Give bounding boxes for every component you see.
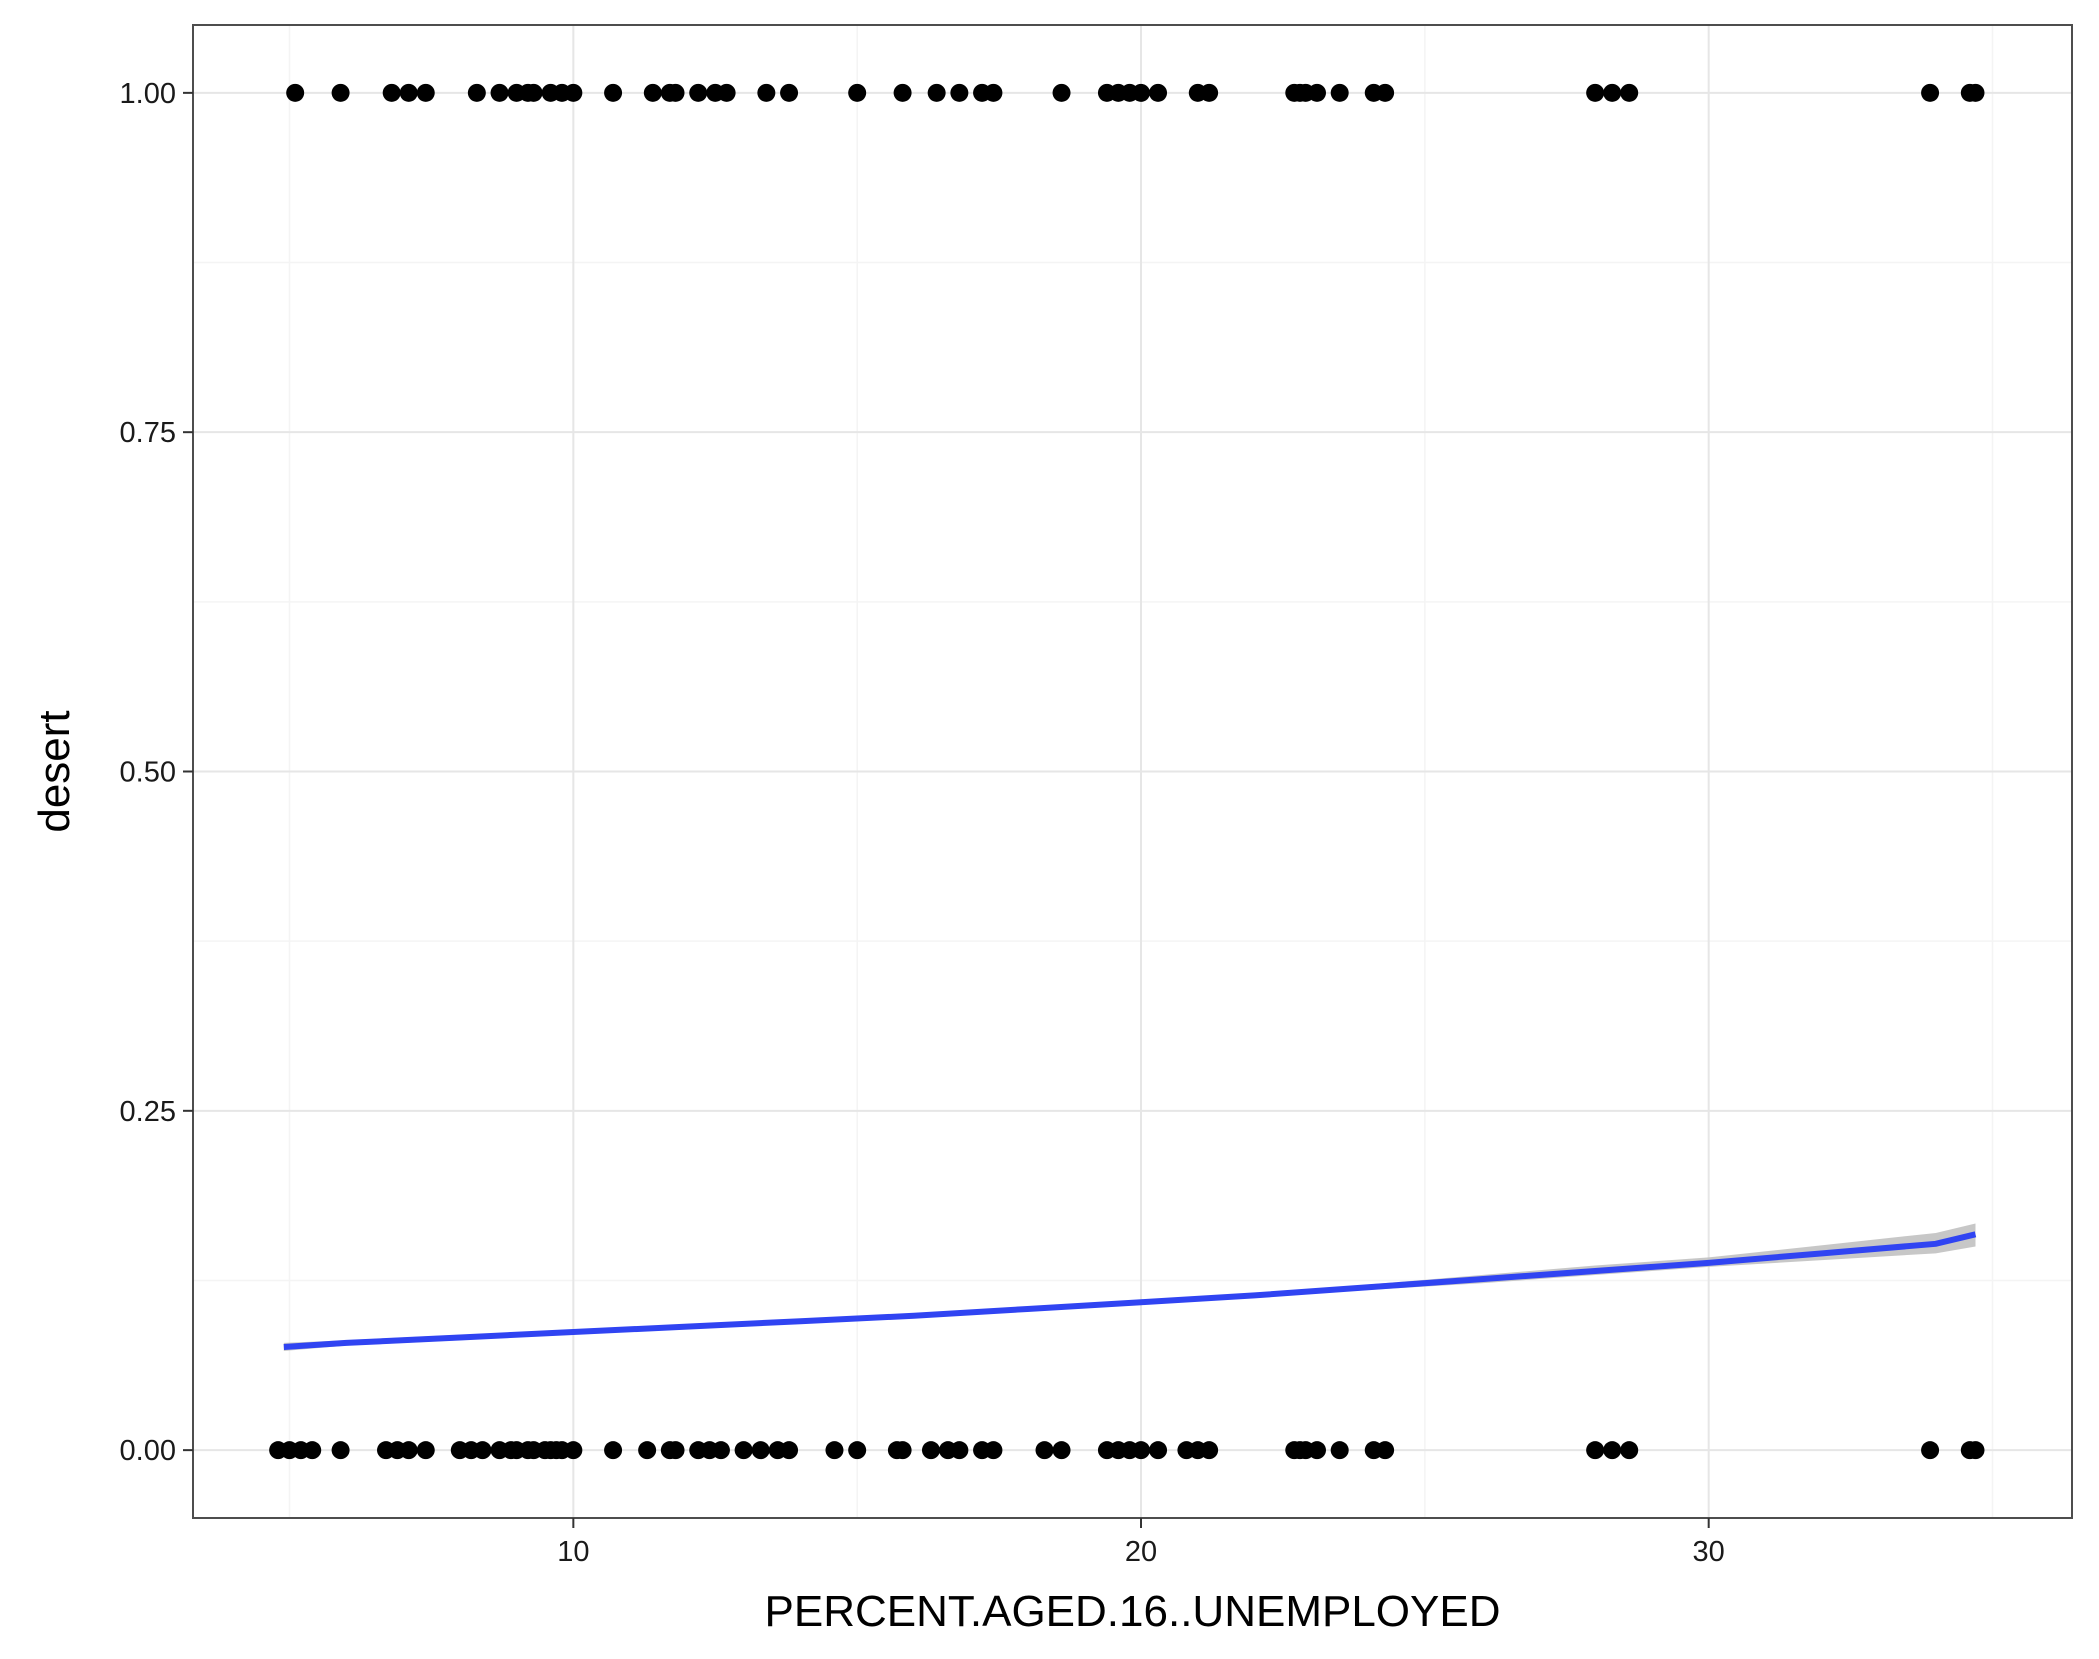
data-point [984,1441,1003,1460]
data-point [1052,1441,1071,1460]
data-point [1966,1441,1985,1460]
y-tick-label: 0.50 [120,757,176,789]
data-point [1149,1441,1168,1460]
data-point [382,83,401,102]
data-point [666,83,685,102]
data-point [848,1441,867,1460]
y-axis: 0.00 0.25 0.50 0.75 1.00 [120,78,193,1467]
data-point [604,83,623,102]
data-point [643,83,662,102]
data-point [921,1441,940,1460]
data-point [984,83,1003,102]
data-point [1620,1441,1639,1460]
data-point [399,1441,418,1460]
data-point [1586,83,1605,102]
data-point [473,1441,492,1460]
data-point [399,83,418,102]
data-point [848,83,867,102]
data-point [757,83,776,102]
data-point [1966,83,1985,102]
data-point [524,83,543,102]
data-point [564,83,583,102]
x-axis: 10 20 30 [557,1518,1725,1568]
data-point [780,83,799,102]
y-axis-title: desert [30,710,79,832]
x-tick-label: 30 [1693,1536,1725,1568]
data-point [331,1441,350,1460]
fit-line [283,1231,1977,1350]
data-point [927,83,946,102]
data-point [717,83,736,102]
data-point [950,83,969,102]
x-tick-label: 20 [1125,1536,1157,1568]
data-point [1330,1441,1349,1460]
data-point [734,1441,753,1460]
data-point [564,1441,583,1460]
data-point [1921,1441,1940,1460]
fit-curve [283,1231,1977,1350]
data-point [780,1441,799,1460]
data-point [1052,83,1071,102]
y-tick-label: 0.75 [120,417,176,449]
data-point [893,83,912,102]
data-point [1603,83,1622,102]
data-point [1132,83,1151,102]
data-point [711,1441,730,1460]
data-point [303,1441,322,1460]
data-point [666,1441,685,1460]
x-axis-title: PERCENT.AGED.16..UNEMPLOYED [765,1587,1501,1636]
data-point [638,1441,657,1460]
data-point [950,1441,969,1460]
data-point [1307,83,1326,102]
x-tick-label: 10 [557,1536,589,1568]
y-tick-label: 0.00 [120,1435,176,1467]
data-point [1200,83,1219,102]
data-point [467,83,486,102]
y-tick-label: 0.25 [120,1096,176,1128]
data-points [269,83,1985,1460]
data-point [1603,1441,1622,1460]
data-point [1921,83,1940,102]
data-point [1376,1441,1395,1460]
data-point [1149,83,1168,102]
data-point [1376,83,1395,102]
data-point [751,1441,770,1460]
data-point [893,1441,912,1460]
data-point [604,1441,623,1460]
data-point [1307,1441,1326,1460]
data-point [416,1441,435,1460]
data-point [1586,1441,1605,1460]
data-point [286,83,305,102]
data-point [689,83,708,102]
data-point [331,83,350,102]
data-point [1200,1441,1219,1460]
data-point [1620,83,1639,102]
data-point [416,83,435,102]
y-tick-label: 1.00 [120,78,176,110]
data-point [1132,1441,1151,1460]
data-point [490,83,509,102]
data-point [1035,1441,1054,1460]
data-point [825,1441,844,1460]
data-point [1330,83,1349,102]
